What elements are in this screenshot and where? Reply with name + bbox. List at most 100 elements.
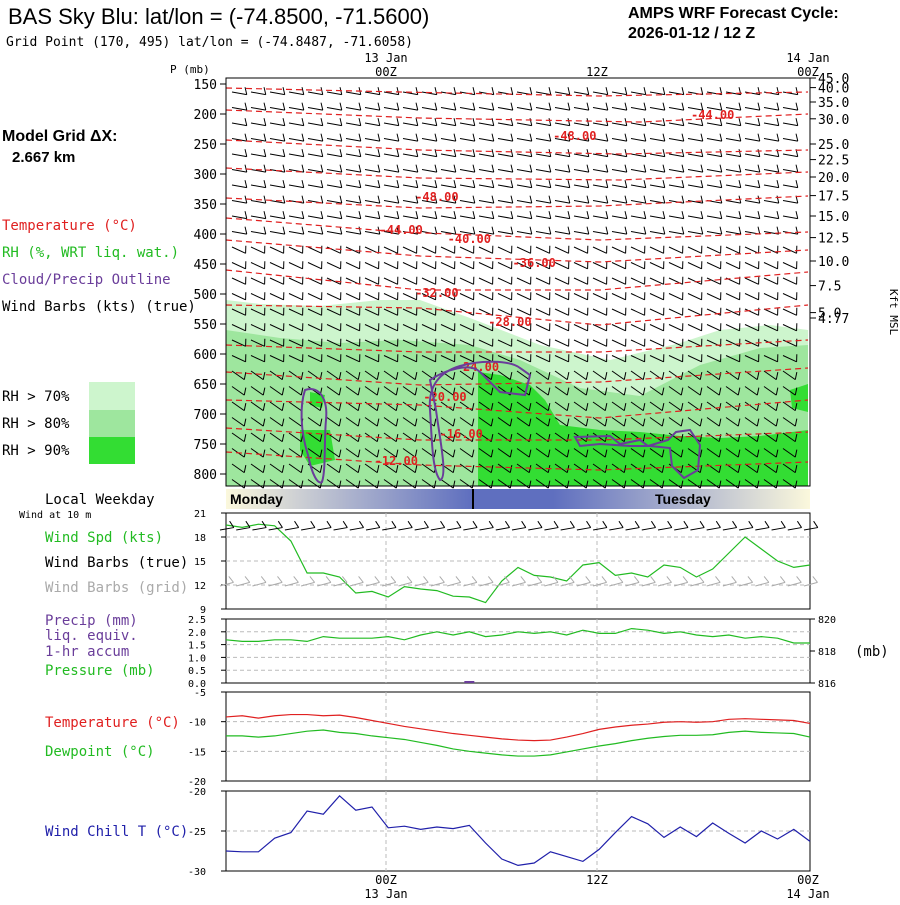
wind-barb-staff xyxy=(706,277,721,285)
wind-barb-flag xyxy=(586,180,590,188)
wind-barb-flag xyxy=(529,195,533,204)
wind-barb-icon xyxy=(573,386,589,396)
wind-barb-icon xyxy=(383,479,399,489)
wind-barb-flag xyxy=(663,338,665,347)
wind-barb-flag xyxy=(340,323,342,331)
wind-barb-staff xyxy=(421,107,437,111)
wind-barb-icon xyxy=(440,479,456,489)
bottom-tick-00z-a: 00Z xyxy=(375,873,397,887)
wind-barb-staff xyxy=(317,581,331,587)
wind-barb-flag xyxy=(530,354,532,362)
wind-barb-icon xyxy=(364,164,381,173)
wind-barb-flag xyxy=(568,307,570,316)
wind-barb-icon xyxy=(421,276,437,285)
wind-barb-flag xyxy=(719,195,723,204)
wind-barb-staff xyxy=(573,463,587,474)
wind-barb-flag xyxy=(453,226,457,235)
wind-barb-flag xyxy=(282,180,286,188)
wind-barb-icon xyxy=(421,149,438,158)
wind-barb-flag xyxy=(283,292,285,300)
wind-barb-staff xyxy=(687,339,702,347)
wind-barb-icon xyxy=(576,576,591,587)
wind-barb-flag xyxy=(301,118,305,126)
wind-barb-flag xyxy=(390,576,397,583)
wind-barb-icon xyxy=(535,401,551,412)
wind-barb-staff xyxy=(345,138,361,142)
wind-barb-icon xyxy=(269,463,285,474)
wind-barb-flag xyxy=(682,245,684,254)
wind-barb-flag xyxy=(282,118,286,126)
wind-barb-icon xyxy=(497,307,513,316)
wind-barb-icon xyxy=(706,576,721,587)
wind-barb-flag xyxy=(472,195,476,204)
wind-barb-flag xyxy=(473,307,475,316)
wind-barb-staff xyxy=(744,200,760,204)
wind-barb-icon xyxy=(516,276,532,285)
wind-barb-staff xyxy=(288,401,302,412)
wind-barb-staff xyxy=(326,277,341,285)
wind-barb-icon xyxy=(687,479,703,489)
wind-barb-staff xyxy=(345,355,360,363)
wind-barb-staff xyxy=(687,262,702,270)
wind-barb-flag xyxy=(567,118,571,126)
wind-barb-staff xyxy=(687,308,702,316)
wind-barb-staff xyxy=(782,386,796,396)
wind-barb-flag xyxy=(758,245,760,254)
wind-barb-staff xyxy=(573,277,588,285)
wind-barb-icon xyxy=(231,102,248,111)
panel-tick-label: 0.0 xyxy=(188,679,206,690)
wind-barb-staff xyxy=(649,91,665,96)
wind-barb-icon xyxy=(402,180,419,189)
wind-barb-icon xyxy=(326,370,342,381)
wind-barb-icon xyxy=(573,180,590,189)
wind-barb-icon xyxy=(516,87,533,96)
wind-barb-icon xyxy=(398,520,413,531)
wind-barb-icon xyxy=(554,102,571,111)
wind-barb-icon xyxy=(345,338,361,347)
wind-barb-flag xyxy=(662,180,666,188)
wind-barb-staff xyxy=(288,246,303,254)
wind-barb-icon xyxy=(725,245,741,254)
wind-barb-icon xyxy=(383,307,399,316)
wind-barb-staff xyxy=(554,432,568,443)
wind-barb-staff xyxy=(668,324,683,332)
wind-barb-staff xyxy=(326,138,342,142)
wind-barb-staff xyxy=(250,401,264,412)
wind-barb-staff xyxy=(345,308,360,316)
wind-barb-flag xyxy=(586,164,590,173)
pressure-right-tick-label: 820 xyxy=(818,615,836,626)
wind-barb-flag xyxy=(663,292,665,300)
wind-barb-flag xyxy=(530,261,532,269)
cross-section-wind-barbs xyxy=(231,87,799,489)
wind-barb-flag xyxy=(737,480,741,489)
wind-barb-icon xyxy=(744,323,760,332)
wind-barb-staff xyxy=(383,401,397,412)
wind-barb-flag xyxy=(281,449,285,458)
wind-barb-staff xyxy=(478,138,494,142)
wind-barb-icon xyxy=(725,261,741,270)
wind-barb-flag xyxy=(719,102,723,111)
wind-barb-staff xyxy=(649,215,665,220)
wind-barb-icon xyxy=(516,401,532,412)
wind-barb-staff xyxy=(744,169,760,173)
wind-barb-staff xyxy=(307,184,323,189)
wind-barb-flag xyxy=(472,149,476,157)
wind-barb-flag xyxy=(795,164,799,173)
wind-barb-staff xyxy=(459,293,474,301)
wind-barb-flag xyxy=(757,211,761,219)
wind-barb-icon xyxy=(269,102,286,111)
wind-barb-staff xyxy=(592,246,607,254)
wind-barb-icon xyxy=(269,292,285,301)
wind-barb-flag xyxy=(796,307,798,316)
wind-barb-icon xyxy=(668,323,684,332)
wind-barb-icon xyxy=(722,576,737,587)
wind-barb-staff xyxy=(398,527,413,531)
wind-barb-icon xyxy=(250,292,266,301)
wind-barb-staff xyxy=(687,184,703,189)
wind-barb-flag xyxy=(245,276,247,285)
wind-barb-flag xyxy=(623,465,627,473)
wind-barb-flag xyxy=(325,576,332,583)
wind-barb-flag xyxy=(504,576,510,583)
wind-barb-staff xyxy=(782,339,797,347)
